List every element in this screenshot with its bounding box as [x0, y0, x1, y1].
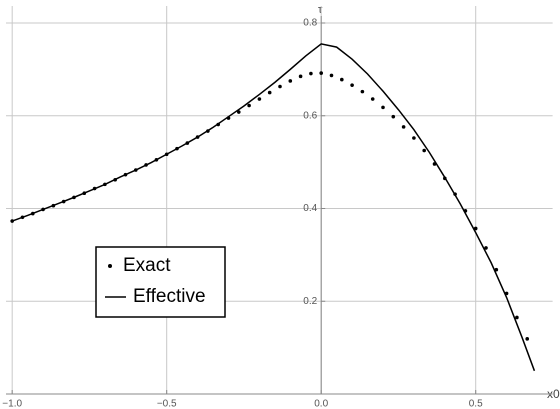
y-tick-label: 0.2 — [303, 296, 317, 307]
data-point — [515, 315, 519, 320]
x-tick-label: −0.5 — [157, 399, 177, 409]
data-point — [350, 83, 354, 87]
data-point — [257, 97, 262, 101]
data-point — [267, 90, 272, 95]
data-point — [422, 148, 426, 153]
data-line — [11, 43, 536, 372]
data-point — [288, 79, 293, 83]
x-tick-label: 0.0 — [314, 399, 328, 409]
legend: Exact Effective — [95, 246, 226, 318]
data-point — [381, 105, 385, 110]
data-point — [278, 84, 282, 89]
data-point — [391, 114, 396, 119]
data-point — [309, 71, 313, 76]
x-tick-label: 0.5 — [469, 399, 483, 409]
data-point — [412, 136, 416, 140]
x-axis-label: x0 — [547, 387, 560, 401]
y-tick-label: 0.4 — [303, 203, 317, 214]
y-tick-label: 0.8 — [303, 18, 317, 29]
data-point — [370, 97, 375, 101]
legend-box — [95, 246, 226, 318]
legend-label: Exact — [123, 255, 171, 276]
data-point — [319, 71, 323, 75]
data-point — [473, 226, 478, 231]
data-point — [247, 103, 251, 108]
data-point — [401, 125, 406, 129]
data-point — [298, 74, 303, 79]
legend-label: Effective — [133, 286, 206, 307]
y-axis-label: τ — [318, 4, 323, 16]
y-tick-label: 0.6 — [303, 110, 317, 121]
legend-marker — [108, 264, 112, 268]
data-point — [236, 110, 241, 114]
data-point — [484, 246, 488, 250]
data-point — [340, 77, 344, 82]
data-point — [360, 89, 365, 94]
data-point — [525, 337, 530, 341]
x-tick-label: −1.0 — [2, 399, 22, 409]
data-point — [329, 73, 334, 78]
